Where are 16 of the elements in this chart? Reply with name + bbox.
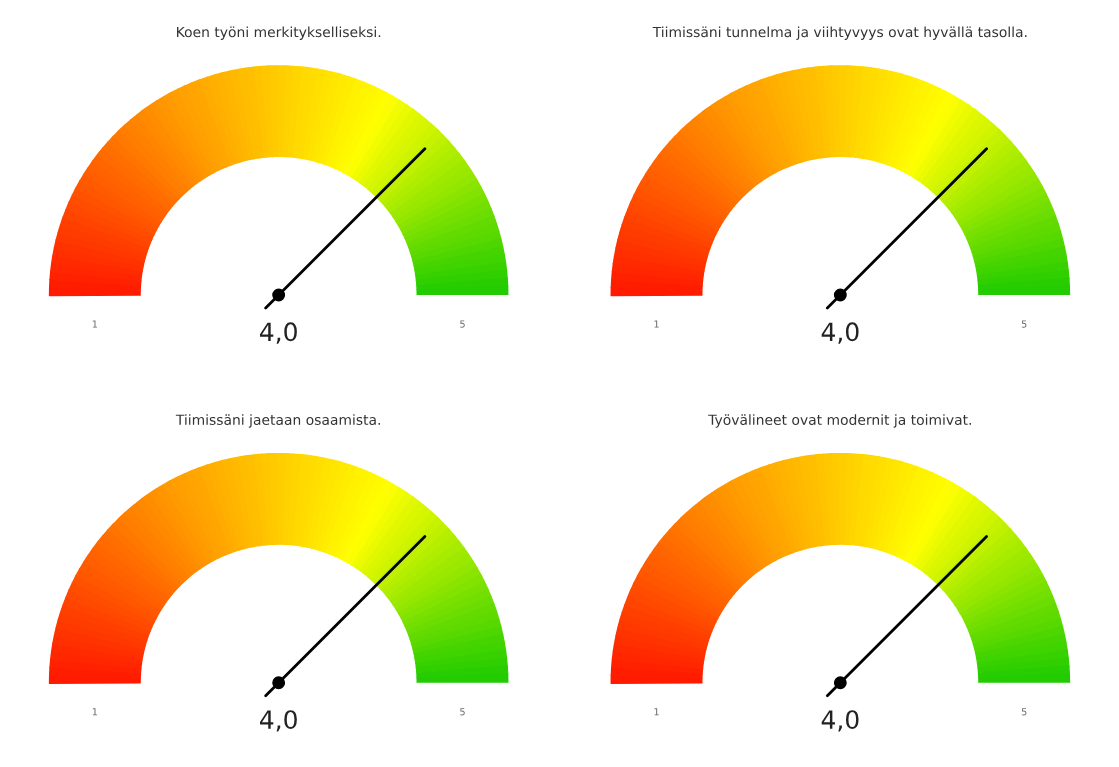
data-label: 4,0 — [821, 322, 859, 344]
text: 5 — [460, 708, 465, 716]
text: 5 — [1021, 708, 1027, 716]
text: 1 — [654, 708, 659, 716]
text: Tiimissäni tunnelma ja viihtyvyys ovat hyvällä tasolla. — [652, 26, 1027, 40]
text: 5 — [1021, 320, 1027, 328]
text: 5 — [460, 320, 465, 328]
data-label: 4,0 — [260, 322, 297, 344]
text: 1 — [92, 708, 98, 716]
text: Koen työni merkitykselliseksi. — [177, 26, 381, 40]
data-label: 4,0 — [821, 710, 859, 732]
text: Tiimissäni jaetaan osaamista. — [175, 414, 380, 428]
text: 1 — [654, 320, 659, 328]
data-label: 4,0 — [260, 710, 297, 732]
text: Työvälineet ovat modernit ja toimivat. — [708, 414, 971, 428]
text: 1 — [92, 320, 98, 328]
